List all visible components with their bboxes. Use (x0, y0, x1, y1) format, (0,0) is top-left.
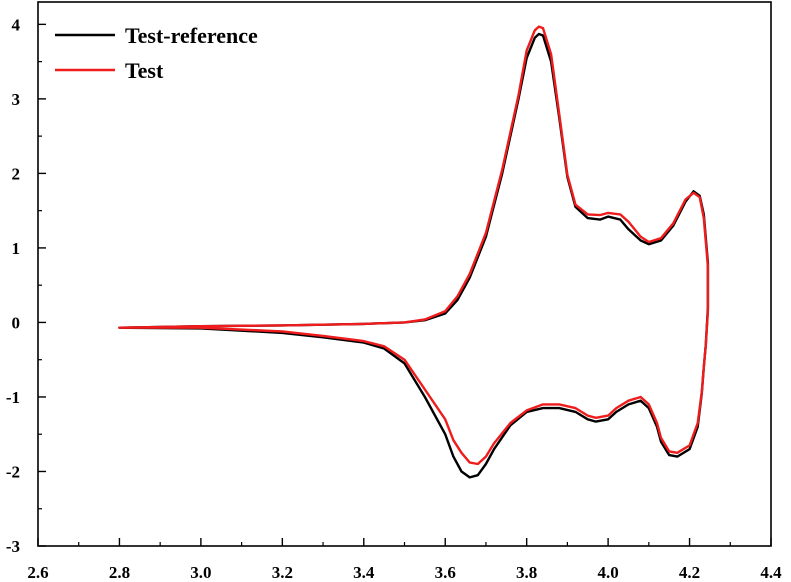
series-line-test-reference (118, 32, 710, 479)
x-tick-label: 3.2 (272, 563, 293, 582)
y-tick-label: 1 (12, 239, 21, 258)
y-tick-label: 3 (12, 90, 21, 109)
y-tick-label: -2 (6, 462, 20, 481)
x-tick-label: 3.0 (190, 563, 211, 582)
x-tick-label: 2.6 (27, 563, 48, 582)
series-line-test (118, 25, 710, 466)
series-layer (118, 25, 710, 479)
x-tick-label: 3.8 (516, 563, 537, 582)
legend-label: Test-reference (125, 23, 258, 48)
y-tick-label: 4 (12, 15, 21, 34)
legend: Test-reference Test (55, 23, 258, 83)
y-tick-label: -3 (6, 537, 20, 556)
y-tick-label: 2 (12, 164, 21, 183)
x-tick-label: 3.4 (353, 563, 375, 582)
plot-frame (37, 1, 772, 547)
y-axis: -3 -2 -1 0 1 2 3 4 (6, 15, 46, 556)
legend-label: Test (125, 58, 164, 83)
plot-border (37, 1, 772, 547)
x-tick-label: 3.6 (435, 563, 456, 582)
x-tick-label: 4.4 (760, 563, 782, 582)
x-tick-label: 4.2 (679, 563, 700, 582)
y-tick-label: -1 (6, 388, 20, 407)
y-tick-label: 0 (12, 313, 21, 332)
x-axis: 2.6 2.8 3.0 3.2 3.4 3.6 3.8 4.0 4.2 4.4 (27, 538, 782, 582)
x-tick-label: 2.8 (109, 563, 130, 582)
x-tick-label: 4.0 (597, 563, 618, 582)
